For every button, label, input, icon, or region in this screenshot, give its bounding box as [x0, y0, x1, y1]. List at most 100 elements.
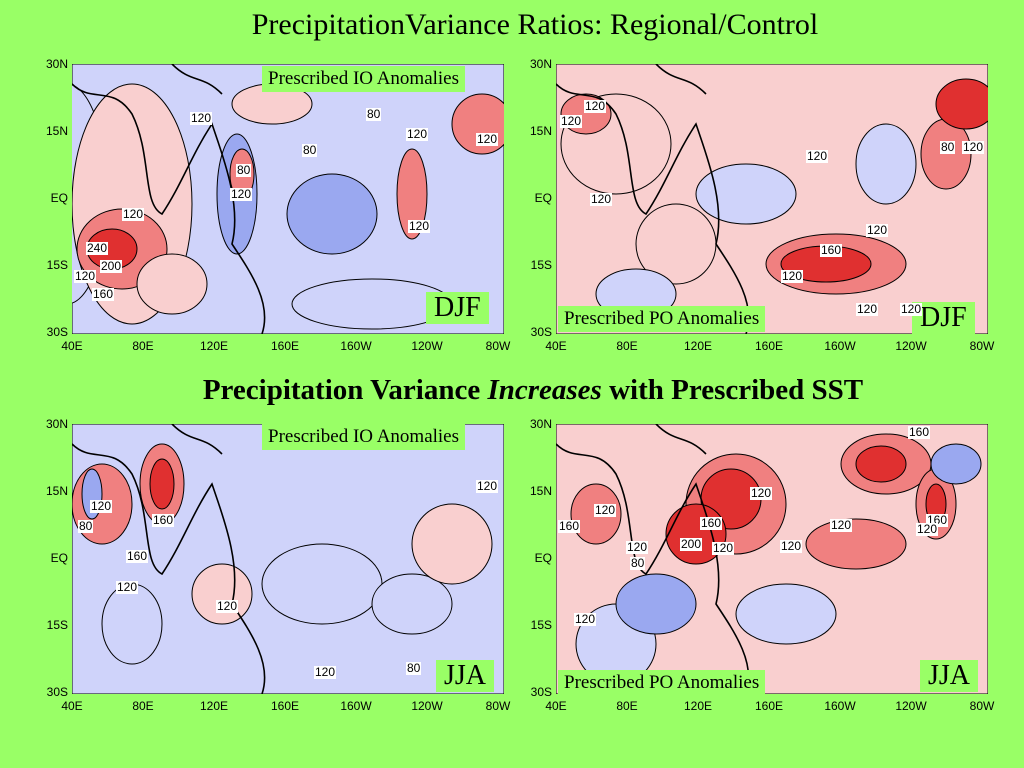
contour-region	[855, 445, 907, 483]
lon-label: 40E	[545, 339, 567, 353]
lon-label: 80W	[969, 339, 995, 353]
contour-label: 120	[856, 302, 879, 316]
contour-label: 160	[126, 549, 149, 563]
lon-label: 120W	[411, 339, 443, 353]
contour-label: 200	[680, 537, 703, 551]
source-tag: Prescribed PO Anomalies	[558, 306, 766, 332]
contour-label: 120	[780, 539, 803, 553]
lat-label: EQ	[534, 191, 552, 205]
lon-label: 160W	[340, 339, 372, 353]
lat-label: 15N	[45, 124, 68, 138]
contour-label: 160	[92, 287, 115, 301]
lon-label: 80W	[969, 699, 995, 713]
lat-label: 15S	[530, 618, 552, 632]
contour-label: 120	[574, 612, 597, 626]
contour-label: 80	[366, 107, 382, 121]
lat-label: 30S	[46, 685, 68, 699]
contour-region	[935, 78, 988, 130]
contour-label: 160	[908, 425, 931, 439]
lon-label: 160E	[754, 339, 784, 353]
coastline	[556, 64, 750, 334]
lon-label: 160E	[270, 699, 300, 713]
contour-label: 160	[152, 513, 175, 527]
lon-label: 120E	[199, 339, 229, 353]
lat-label: EQ	[50, 551, 68, 565]
season-tag: JJA	[920, 660, 979, 692]
lon-label: 120W	[895, 339, 927, 353]
contour-label: 120	[594, 503, 617, 517]
lon-label: 160W	[824, 699, 856, 713]
contour-region	[191, 563, 253, 625]
lat-label: 15S	[46, 618, 68, 632]
lat-label: 15S	[530, 258, 552, 272]
contour-label: 120	[962, 140, 985, 154]
contour-label: 120	[476, 479, 499, 493]
contour-region	[855, 123, 917, 205]
lon-label: 120E	[199, 699, 229, 713]
page-subtitle: Precipitation Variance Increases with Pr…	[0, 374, 1024, 407]
lat-label: 30N	[45, 417, 68, 431]
subtitle-prefix: Precipitation Variance	[202, 374, 488, 406]
season-tag: DJF	[426, 292, 489, 324]
lon-label: 120E	[683, 699, 713, 713]
season-tag: DJF	[912, 302, 975, 334]
contour-label: 120	[866, 223, 889, 237]
lon-label: 80E	[132, 699, 154, 713]
contour-label: 120	[712, 541, 735, 555]
contour-label: 120	[74, 269, 97, 283]
contour-label: 80	[940, 140, 956, 154]
contour-region	[101, 583, 163, 665]
map-panel-po-djf	[556, 64, 988, 334]
lon-label: 120W	[895, 699, 927, 713]
source-tag: Prescribed PO Anomalies	[558, 670, 766, 696]
contour-label: 80	[302, 143, 318, 157]
contour-label: 120	[476, 132, 499, 146]
contour-label: 120	[122, 207, 145, 221]
source-tag: Prescribed IO Anomalies	[262, 424, 466, 450]
lon-label: 160W	[340, 699, 372, 713]
lon-label: 40E	[61, 339, 83, 353]
contour-region	[286, 173, 378, 255]
contour-label: 160	[558, 519, 581, 533]
contour-map	[556, 64, 988, 334]
season-tag: JJA	[436, 660, 495, 692]
contour-label: 120	[116, 580, 139, 594]
contour-label: 120	[750, 486, 773, 500]
lon-label: 40E	[61, 699, 83, 713]
lon-label: 80E	[132, 339, 154, 353]
contour-label: 120	[406, 127, 429, 141]
contour-label: 80	[236, 163, 252, 177]
contour-label: 120	[781, 269, 804, 283]
contour-label: 80	[78, 519, 94, 533]
contour-label: 120	[408, 219, 431, 233]
contour-region	[805, 518, 907, 570]
contour-label: 120	[806, 149, 829, 163]
contour-label: 120	[314, 665, 337, 679]
contour-label: 240	[86, 241, 109, 255]
page-title: PrecipitationVariance Ratios: Regional/C…	[251, 8, 819, 41]
lon-label: 160E	[754, 699, 784, 713]
lat-label: 30N	[529, 417, 552, 431]
contour-label: 160	[820, 243, 843, 257]
lat-label: 30S	[530, 685, 552, 699]
lat-label: 15N	[529, 124, 552, 138]
lon-label: 80W	[485, 339, 511, 353]
coastline	[556, 424, 750, 694]
contour-label: 80	[406, 661, 422, 675]
contour-region	[930, 443, 982, 485]
map-panel-po-jja	[556, 424, 988, 694]
contour-label: 120	[830, 518, 853, 532]
contour-region	[136, 253, 208, 315]
contour-region	[411, 503, 493, 585]
contour-region	[396, 148, 428, 240]
contour-region	[371, 573, 453, 635]
source-tag: Prescribed IO Anomalies	[262, 66, 466, 92]
lat-label: 15N	[45, 484, 68, 498]
lat-label: 30N	[45, 57, 68, 71]
contour-label: 160	[700, 516, 723, 530]
lat-label: 15N	[529, 484, 552, 498]
contour-label: 120	[90, 499, 113, 513]
lon-label: 160W	[824, 339, 856, 353]
contour-region	[695, 163, 797, 225]
coastline	[72, 64, 266, 334]
